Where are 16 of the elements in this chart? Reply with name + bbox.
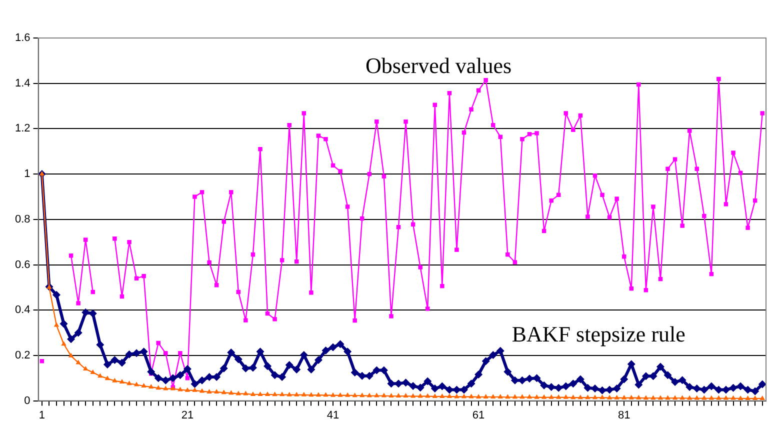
x-tick-label: 61 <box>472 409 485 422</box>
x-tick-label: 81 <box>618 409 630 422</box>
series-label: BAKF stepsize rule <box>512 321 686 346</box>
y-tick-label: 1.2 <box>14 122 30 135</box>
x-tick-label: 21 <box>181 409 194 422</box>
y-tick-label: 0 <box>24 394 30 407</box>
series-label: Observed values <box>366 52 512 78</box>
y-tick-label: 1.4 <box>14 77 30 90</box>
y-tick-label: 0.6 <box>14 258 30 271</box>
y-tick-label: 0.2 <box>14 349 30 362</box>
x-tick-label: 41 <box>326 409 340 422</box>
y-tick-label: 0.8 <box>14 213 30 226</box>
y-tick-label: 1 <box>24 168 30 180</box>
y-tick-label: 0.4 <box>14 304 30 316</box>
x-tick-label: 1 <box>38 409 45 422</box>
y-tick-label: 1.6 <box>14 32 30 44</box>
